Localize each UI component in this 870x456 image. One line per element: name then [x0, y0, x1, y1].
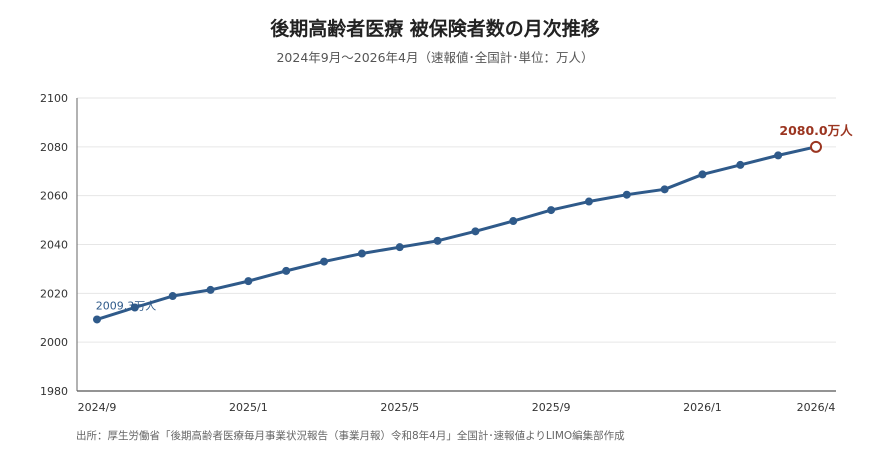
- data-point: [584, 197, 593, 206]
- series-line: [96, 145, 817, 321]
- data-point: [471, 227, 480, 236]
- data-point: [622, 190, 631, 199]
- x-tick-label: 2025/1: [229, 401, 268, 414]
- y-tick-label: 2100: [40, 92, 68, 105]
- y-tick-label: 2060: [40, 190, 68, 203]
- chart-subtitle: 2024年9月〜2026年4月（速報値･全国計･単位：万人）: [276, 50, 594, 65]
- data-point: [168, 292, 177, 301]
- data-point: [547, 206, 556, 215]
- end-value-label: 2080.0万人: [779, 123, 853, 138]
- data-point: [282, 266, 291, 275]
- y-tick-label: 1980: [40, 385, 68, 398]
- data-point: [433, 236, 442, 245]
- source-note: 出所：厚生労働省「後期高齢者医療毎月事業状況報告（事業月報）令和8年4月」全国計…: [76, 430, 625, 442]
- data-point: [395, 243, 404, 252]
- data-point: [93, 315, 101, 324]
- data-point: [698, 170, 707, 179]
- data-point: [774, 151, 783, 160]
- y-tick-label: 2020: [40, 287, 68, 300]
- data-point: [206, 285, 215, 294]
- y-tick-label: 2080: [40, 141, 68, 154]
- data-point: [130, 303, 139, 312]
- x-tick-label: 2025/9: [532, 401, 571, 414]
- start-value-label: 2009.3万人: [96, 299, 157, 312]
- data-point: [320, 257, 329, 266]
- x-tick-label: 2025/5: [380, 401, 419, 414]
- x-tick-label: 2024/9: [78, 401, 117, 414]
- x-tick-label: 2026/1: [683, 401, 722, 414]
- data-point: [736, 160, 745, 169]
- data-point-end: [810, 140, 822, 153]
- data-point: [244, 277, 253, 286]
- data-point: [509, 217, 518, 226]
- y-tick-label: 2000: [40, 336, 68, 349]
- y-tick-label: 2040: [40, 239, 68, 252]
- chart-title: 後期高齢者医療 被保険者数の月次推移: [270, 18, 600, 40]
- data-point: [357, 249, 366, 258]
- data-point: [660, 185, 669, 194]
- x-tick-label: 2026/4: [797, 401, 836, 414]
